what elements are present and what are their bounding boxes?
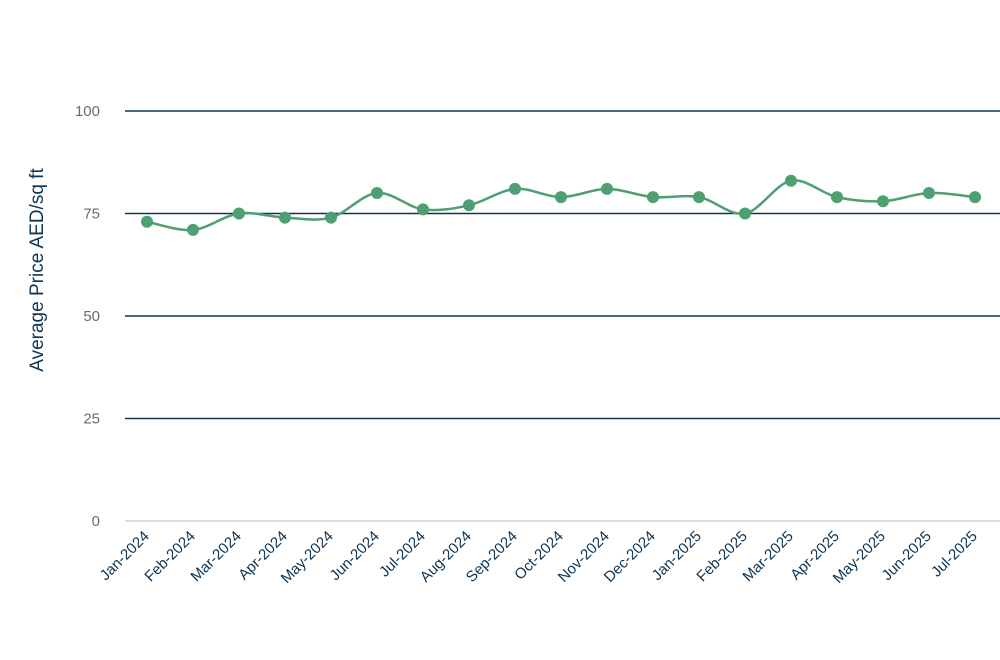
data-point[interactable] — [647, 191, 659, 204]
grid-lines — [125, 110, 1000, 522]
data-point[interactable] — [739, 207, 751, 220]
y-tick-label: 0 — [92, 513, 100, 530]
data-point[interactable] — [923, 187, 935, 199]
x-tick-label: Mar-2025 — [739, 528, 796, 585]
data-point[interactable] — [601, 182, 613, 195]
y-tick-label: 100 — [75, 103, 100, 120]
data-point[interactable] — [555, 191, 567, 204]
y-tick-label: 50 — [83, 308, 100, 325]
x-tick-label: Mar-2024 — [187, 528, 244, 585]
x-tick-label: Jul-2025 — [928, 528, 981, 581]
x-tick-label: Dec-2024 — [601, 528, 659, 586]
x-tick-label: Jun-2025 — [879, 528, 935, 584]
data-point[interactable] — [233, 207, 245, 220]
data-point[interactable] — [877, 195, 889, 208]
y-axis-ticks: 0 25 50 75 100 — [75, 103, 100, 530]
data-point[interactable] — [325, 211, 337, 224]
x-axis-ticks: Jan-2024Feb-2024Mar-2024Apr-2024May-2024… — [97, 528, 981, 587]
data-point[interactable] — [693, 191, 705, 204]
data-point[interactable] — [141, 215, 153, 228]
data-point[interactable] — [463, 199, 475, 212]
data-point[interactable] — [279, 211, 291, 224]
data-point[interactable] — [509, 182, 521, 195]
data-point[interactable] — [831, 191, 843, 204]
y-tick-label: 25 — [83, 411, 100, 428]
series-layer — [141, 174, 981, 236]
y-axis-label: Average Price AED/sq ft — [27, 168, 48, 372]
y-tick-label: 75 — [83, 206, 100, 223]
x-tick-label: Jun-2024 — [327, 528, 383, 584]
data-point[interactable] — [371, 187, 383, 199]
data-point[interactable] — [417, 203, 429, 216]
data-point[interactable] — [187, 223, 199, 236]
series-line — [146, 179, 976, 232]
data-point[interactable] — [785, 174, 797, 187]
data-point[interactable] — [969, 191, 981, 204]
